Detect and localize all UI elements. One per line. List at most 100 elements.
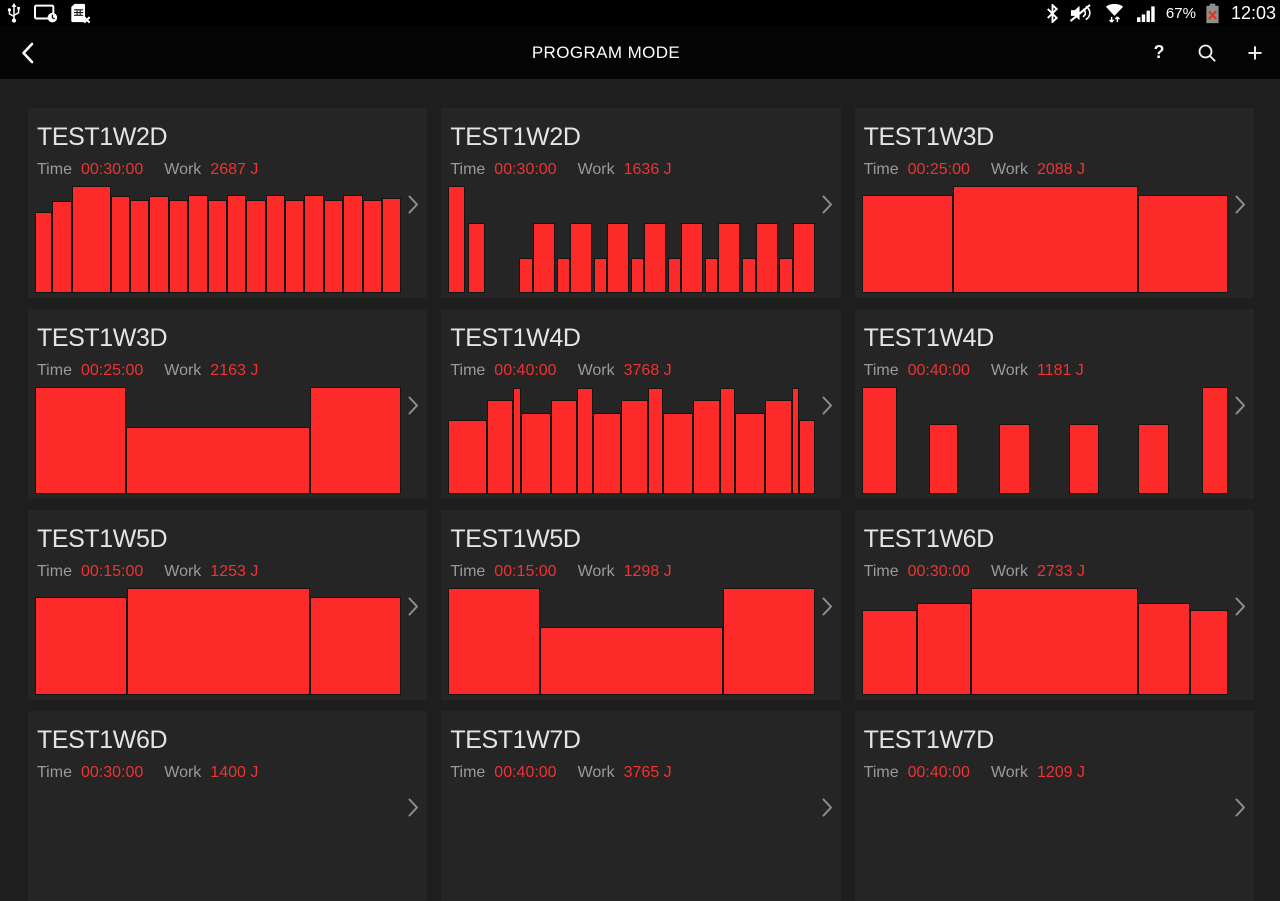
- program-card[interactable]: TEST1W3D Time 00:25:00 Work 2163 J: [28, 309, 428, 499]
- chevron-right-icon[interactable]: [408, 798, 419, 817]
- chart-bar: [953, 186, 1138, 293]
- chevron-right-icon[interactable]: [408, 396, 419, 415]
- chart-bar: [126, 588, 310, 695]
- program-card[interactable]: TEST1W2D Time 00:30:00 Work 1636 J: [441, 108, 841, 298]
- battery-percent: 67%: [1165, 4, 1196, 22]
- chart-bar: [719, 388, 736, 494]
- program-card[interactable]: TEST1W6D Time 00:30:00 Work 2733 J: [854, 510, 1254, 700]
- program-card[interactable]: TEST1W7D Time 00:40:00 Work 1209 J: [854, 711, 1254, 901]
- chevron-right-icon[interactable]: [408, 195, 419, 214]
- program-bar-chart: [35, 789, 401, 896]
- program-card[interactable]: TEST1W7D Time 00:40:00 Work 3765 J: [441, 711, 841, 901]
- chevron-right-icon[interactable]: [822, 195, 833, 214]
- work-label: Work: [577, 764, 615, 781]
- work-label: Work: [990, 764, 1028, 781]
- chart-bar: [929, 424, 958, 494]
- work-label: Work: [990, 161, 1028, 178]
- chevron-right-icon[interactable]: [1235, 195, 1246, 214]
- chart-bar: [861, 387, 897, 494]
- chart-bar: [35, 596, 127, 695]
- program-card[interactable]: TEST1W4D Time 00:40:00 Work 3768 J: [441, 309, 841, 499]
- work-value: 2163 J: [210, 362, 259, 379]
- time-label: Time: [37, 161, 72, 178]
- chart-bar: [1190, 610, 1228, 695]
- chart-bar: [310, 387, 402, 494]
- work-label: Work: [164, 161, 202, 178]
- program-title: TEST1W3D: [863, 123, 995, 151]
- chart-bar: [285, 199, 305, 293]
- chart-bar: [791, 388, 800, 494]
- page-title: PROGRAM MODE: [531, 42, 681, 62]
- program-title: TEST1W5D: [37, 525, 168, 553]
- program-card[interactable]: TEST1W4D Time 00:40:00 Work 1181 J: [854, 309, 1254, 499]
- chart-bar: [755, 223, 778, 293]
- bluetooth-icon: [1047, 3, 1059, 23]
- chart-bar: [448, 186, 466, 293]
- time-value: 00:40:00: [907, 764, 970, 781]
- chart-bar: [207, 199, 227, 293]
- chart-bar: [323, 199, 344, 293]
- program-card[interactable]: TEST1W5D Time 00:15:00 Work 1298 J: [441, 510, 841, 700]
- chevron-right-icon[interactable]: [1235, 798, 1246, 817]
- program-meta: Time 00:40:00 Work 1209 J: [864, 764, 1246, 782]
- chart-bar: [539, 626, 724, 695]
- chart-bar: [362, 199, 383, 293]
- program-meta: Time 00:30:00 Work 2733 J: [864, 563, 1246, 581]
- work-label: Work: [577, 161, 615, 178]
- program-title: TEST1W7D: [863, 726, 995, 754]
- chart-bar: [52, 200, 72, 293]
- program-card[interactable]: TEST1W6D Time 00:30:00 Work 1400 J: [28, 711, 428, 901]
- signal-strength-icon: [1136, 5, 1155, 22]
- time-value: 00:30:00: [494, 161, 557, 178]
- chevron-right-icon[interactable]: [822, 396, 833, 415]
- program-bar-chart: [862, 789, 1228, 896]
- help-button[interactable]: ?: [1142, 36, 1176, 70]
- program-bar-chart: [861, 186, 1228, 293]
- work-value: 3765 J: [623, 764, 672, 781]
- chart-bar: [168, 199, 189, 293]
- time-value: 00:40:00: [907, 362, 970, 379]
- chart-bar: [970, 588, 1138, 695]
- chart-bar: [265, 194, 286, 293]
- battery-alert-icon: [1206, 3, 1219, 23]
- back-button[interactable]: [14, 40, 40, 66]
- program-title: TEST1W7D: [450, 726, 581, 754]
- program-title: TEST1W2D: [450, 123, 581, 151]
- chart-bar: [764, 399, 792, 494]
- chevron-right-icon[interactable]: [822, 597, 833, 616]
- chart-bar: [742, 257, 756, 293]
- chart-bar: [110, 195, 130, 293]
- program-meta: Time 00:30:00 Work 1400 J: [37, 764, 419, 782]
- wifi-transfer-icon: [1105, 3, 1124, 23]
- chart-bar: [723, 588, 815, 695]
- program-card[interactable]: TEST1W2D Time 00:30:00 Work 2687 J: [28, 108, 428, 298]
- chart-bar: [129, 199, 150, 293]
- chart-bar: [663, 412, 694, 494]
- chevron-right-icon[interactable]: [1235, 597, 1246, 616]
- program-card[interactable]: TEST1W5D Time 00:15:00 Work 1253 J: [28, 510, 428, 700]
- program-title: TEST1W3D: [37, 324, 168, 352]
- chevron-right-icon[interactable]: [1235, 396, 1246, 415]
- time-value: 00:30:00: [907, 563, 970, 580]
- time-label: Time: [450, 362, 486, 379]
- add-button[interactable]: +: [1238, 36, 1272, 70]
- time-label: Time: [863, 563, 899, 580]
- program-card[interactable]: TEST1W3D Time 00:25:00 Work 2088 J: [854, 108, 1254, 298]
- chevron-right-icon[interactable]: [408, 597, 419, 616]
- chart-bar: [621, 399, 649, 494]
- time-label: Time: [863, 764, 899, 781]
- app-bar: PROGRAM MODE ? +: [0, 26, 1280, 79]
- program-title: TEST1W4D: [863, 324, 995, 352]
- chart-bar: [681, 223, 704, 293]
- program-title: TEST1W4D: [450, 324, 581, 352]
- chart-bar: [226, 194, 247, 293]
- work-label: Work: [164, 362, 202, 379]
- search-button[interactable]: [1190, 36, 1224, 70]
- status-bar: 67% 12:03: [0, 0, 1280, 26]
- chart-bar: [343, 194, 363, 293]
- chart-bar: [35, 387, 127, 494]
- chevron-right-icon[interactable]: [822, 798, 833, 817]
- chart-bar: [1137, 194, 1228, 293]
- chart-bar: [693, 399, 720, 494]
- work-value: 1181 J: [1036, 362, 1084, 379]
